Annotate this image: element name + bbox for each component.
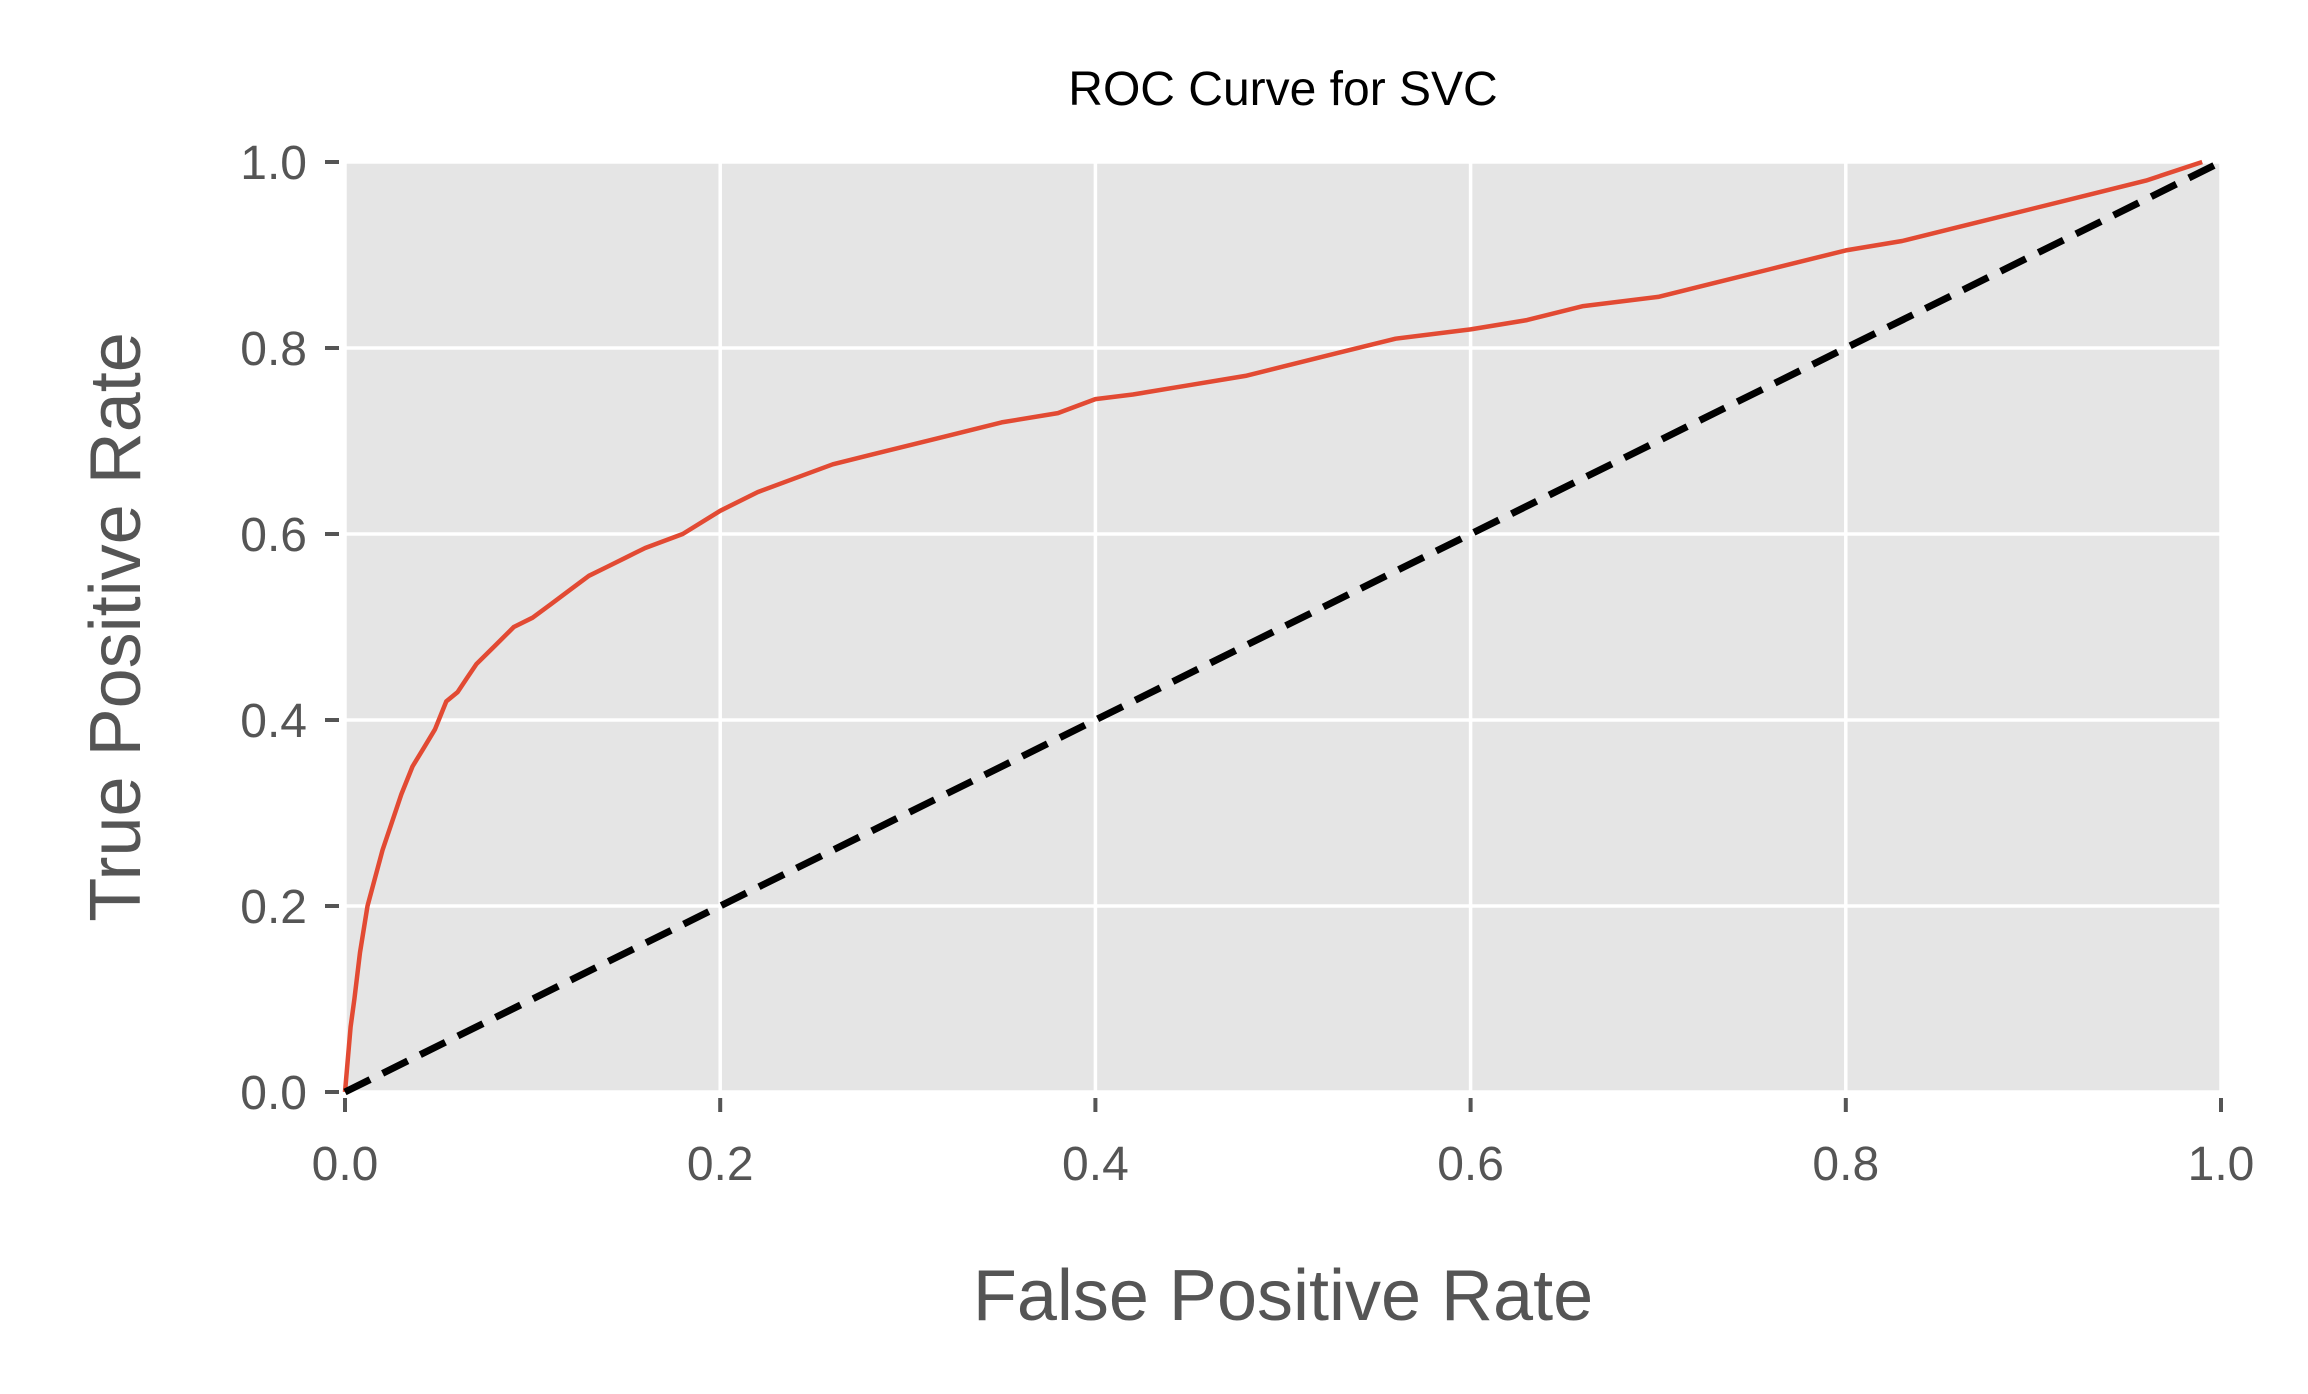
x-tick-label: 0.6 (1437, 1138, 1504, 1191)
y-tick-label: 0.6 (240, 509, 307, 562)
axis-ticks: 0.0 0.2 0.4 0.6 0.8 1.0 0.0 0.2 0.4 0.6 0.8 1.0 (240, 137, 2254, 1191)
y-tick-label: 0.4 (240, 695, 307, 748)
y-tick-label: 0.8 (240, 323, 307, 376)
x-tick-label: 1.0 (2188, 1138, 2255, 1191)
grid-lines (343, 160, 2223, 1094)
series-group (342, 158, 2223, 1096)
y-tick-label: 0.0 (240, 1067, 307, 1120)
y-axis-title: True Positive Rate (76, 332, 156, 922)
y-tick-label: 1.0 (240, 137, 307, 190)
roc-curve-line (342, 159, 2203, 1093)
y-tick-label: 0.2 (240, 881, 307, 934)
x-tick-label: 0.8 (1812, 1138, 1879, 1191)
x-tick-label: 0.2 (687, 1138, 754, 1191)
x-tick-label: 0.0 (312, 1138, 379, 1191)
x-axis-title: False Positive Rate (973, 1256, 1593, 1336)
reference-diagonal-line (343, 158, 2223, 1096)
chart-title: ROC Curve for SVC (1068, 63, 1497, 116)
x-tick-label: 0.4 (1062, 1138, 1129, 1191)
